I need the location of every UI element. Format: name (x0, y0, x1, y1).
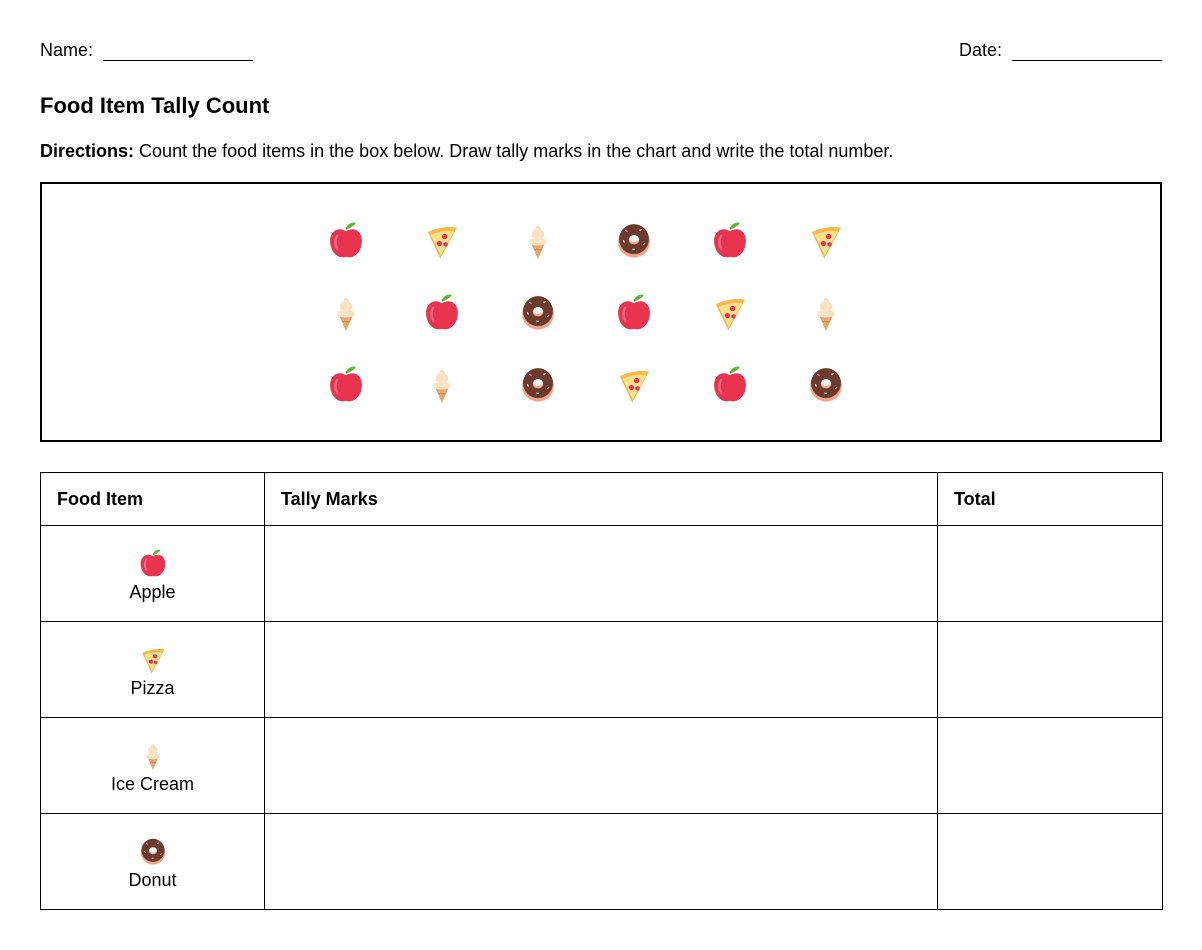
food-item-cell: Pizza (40, 621, 265, 718)
name-field: Name: (40, 40, 254, 61)
donut-icon (516, 362, 612, 434)
ice-cream-icon (516, 218, 612, 290)
food-item-label: Apple (129, 582, 176, 602)
food-item-label: Ice Cream (110, 774, 195, 794)
total-cell[interactable] (937, 525, 1163, 622)
apple-icon (612, 290, 708, 362)
date-label: Date: (958, 40, 1002, 60)
tally-marks-cell[interactable] (264, 813, 938, 910)
apple-icon (324, 218, 420, 290)
donut-icon (516, 290, 612, 362)
pizza-icon (708, 290, 804, 362)
tally-table: Food Item Tally Marks Total Apple Pizza (40, 472, 1163, 910)
food-grid (324, 218, 900, 434)
directions: Directions: Count the food items in the … (40, 141, 893, 162)
ice-cream-icon (324, 290, 420, 362)
ice-cream-icon (804, 290, 900, 362)
ice-cream-icon (420, 362, 516, 434)
pizza-icon (804, 218, 900, 290)
pizza-icon (612, 362, 708, 434)
total-cell[interactable] (937, 621, 1163, 718)
donut-icon (804, 362, 900, 434)
name-label: Name: (40, 40, 94, 60)
total-cell[interactable] (937, 717, 1163, 814)
date-field: Date: (959, 40, 1162, 61)
food-item-label: Pizza (130, 678, 175, 698)
date-blank-line[interactable] (1012, 44, 1162, 61)
tally-marks-cell[interactable] (264, 717, 938, 814)
tally-marks-cell[interactable] (264, 525, 938, 622)
apple-icon (324, 362, 420, 434)
food-item-cell: Apple (40, 525, 265, 622)
table-row: Ice Cream (40, 717, 1163, 814)
name-blank-line[interactable] (103, 44, 254, 61)
donut-icon (136, 834, 170, 868)
food-item-cell: Ice Cream (40, 717, 265, 814)
header-row: Name: Date: (40, 40, 1162, 64)
apple-icon (708, 362, 804, 434)
header-food-item: Food Item (40, 472, 265, 526)
table-row: Donut (40, 813, 1163, 910)
header-total: Total (937, 472, 1163, 526)
food-row (324, 218, 900, 290)
header-tally-marks: Tally Marks (264, 472, 938, 526)
table-header-row: Food Item Tally Marks Total (40, 472, 1163, 526)
food-row (324, 290, 900, 362)
food-item-cell: Donut (40, 813, 265, 910)
total-cell[interactable] (937, 813, 1163, 910)
food-item-label: Donut (128, 870, 177, 890)
directions-label: Directions: (40, 141, 135, 161)
food-row (324, 362, 900, 434)
tally-marks-cell[interactable] (264, 621, 938, 718)
food-count-box (40, 182, 1162, 442)
donut-icon (612, 218, 708, 290)
pizza-icon (420, 218, 516, 290)
apple-icon (708, 218, 804, 290)
apple-icon (420, 290, 516, 362)
directions-text: Count the food items in the box below. D… (139, 141, 894, 161)
apple-icon (136, 546, 170, 580)
table-row: Apple (40, 525, 1163, 622)
ice-cream-icon (136, 738, 170, 772)
page-title: Food Item Tally Count (40, 93, 270, 118)
table-row: Pizza (40, 621, 1163, 718)
pizza-icon (136, 642, 170, 676)
